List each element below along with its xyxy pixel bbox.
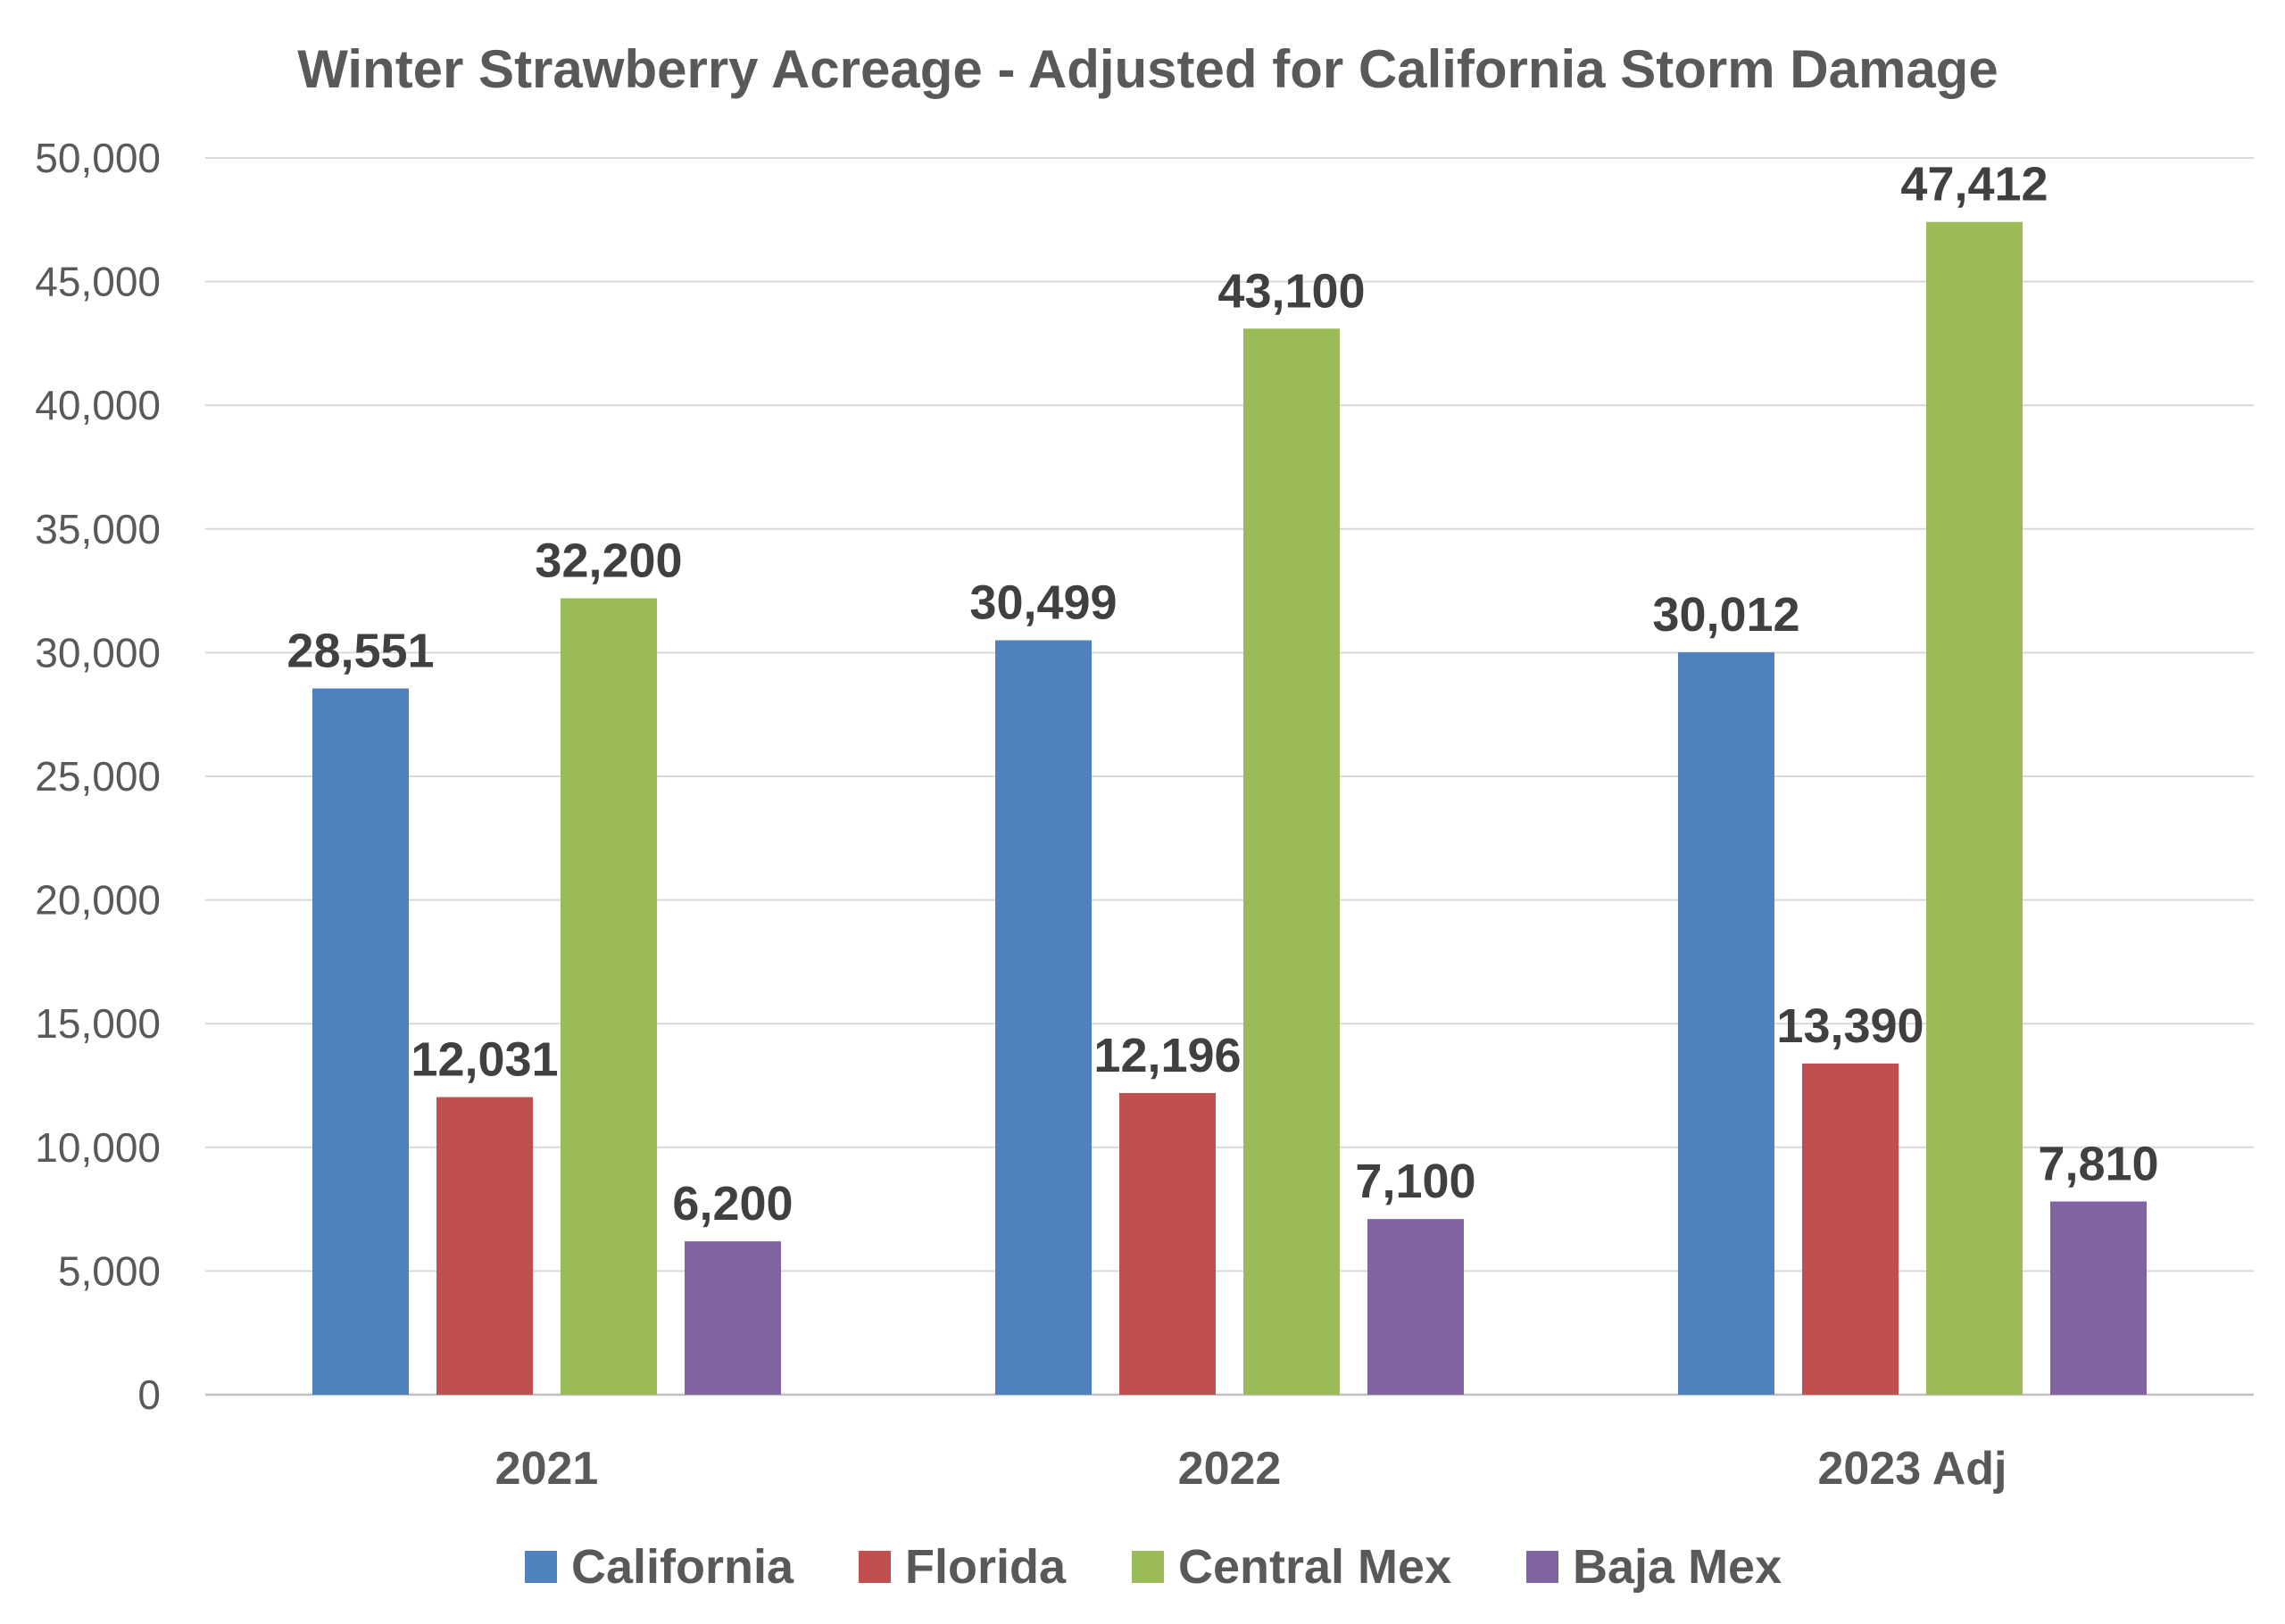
x-tick-label: 2022 [1178, 1443, 1282, 1495]
legend-swatch-california [525, 1551, 557, 1583]
bar-baja-mex-2022 [1367, 1219, 1464, 1395]
legend-label-central-mex: Central Mex [1178, 1540, 1451, 1594]
legend: California Florida Central Mex Baja Mex [525, 1540, 1782, 1594]
bar-florida-2023-adj [1802, 1063, 1899, 1395]
data-label: 6,200 [672, 1177, 793, 1230]
y-tick-label: 30,000 [35, 629, 161, 675]
y-axis-tick-labels: 0 5,000 10,000 15,000 20,000 25,000 30,000 35,0… [35, 135, 161, 1418]
bar-baja-mex-2021 [685, 1241, 781, 1395]
data-label: 12,196 [1093, 1029, 1241, 1082]
y-tick-label: 50,000 [35, 135, 161, 181]
y-tick-label: 45,000 [35, 259, 161, 305]
legend-label-california: California [571, 1540, 794, 1594]
data-label: 43,100 [1217, 264, 1365, 318]
legend-swatch-central-mex [1132, 1551, 1164, 1583]
y-tick-label: 40,000 [35, 382, 161, 428]
data-label: 13,390 [1776, 999, 1924, 1053]
x-axis-tick-labels: 2021 2022 2023 Adj [495, 1443, 2007, 1495]
bar-central-mex-2023-adj [1926, 221, 2023, 1395]
x-tick-label: 2023 Adj [1818, 1443, 2007, 1495]
bar-california-2021 [312, 688, 409, 1395]
bar-florida-2021 [436, 1097, 533, 1395]
data-labels: 28,551 12,031 32,200 6,200 30,499 12,196 43,10… [287, 158, 2158, 1230]
y-tick-label: 0 [137, 1371, 161, 1418]
bar-central-mex-2021 [561, 598, 657, 1395]
legend-label-baja-mex: Baja Mex [1573, 1540, 1782, 1594]
chart-title: Winter Strawberry Acreage - Adjusted for… [297, 39, 1998, 99]
y-tick-label: 5,000 [58, 1247, 161, 1294]
data-label: 47,412 [1900, 158, 2048, 211]
legend-swatch-baja-mex [1526, 1551, 1558, 1583]
y-tick-label: 15,000 [35, 1000, 161, 1047]
data-label: 7,100 [1355, 1155, 1475, 1208]
data-label: 28,551 [287, 625, 434, 678]
bar-california-2023-adj [1678, 652, 1774, 1395]
y-tick-label: 35,000 [35, 506, 161, 552]
bar-baja-mex-2023-adj [2050, 1201, 2147, 1395]
bar-central-mex-2022 [1243, 328, 1340, 1395]
legend-label-florida: Florida [905, 1540, 1067, 1594]
data-label: 12,031 [411, 1033, 558, 1087]
data-label: 30,012 [1652, 588, 1799, 642]
data-label: 7,810 [2038, 1138, 2158, 1191]
x-tick-label: 2021 [495, 1443, 599, 1495]
data-label: 32,200 [535, 534, 682, 587]
bars [312, 221, 2147, 1395]
bar-california-2022 [995, 640, 1092, 1395]
y-tick-label: 10,000 [35, 1124, 161, 1171]
y-tick-label: 20,000 [35, 877, 161, 924]
bar-florida-2022 [1119, 1092, 1216, 1395]
legend-swatch-florida [859, 1551, 891, 1583]
y-tick-label: 25,000 [35, 753, 161, 800]
gridlines [205, 157, 2254, 1396]
data-label: 30,499 [969, 576, 1117, 630]
